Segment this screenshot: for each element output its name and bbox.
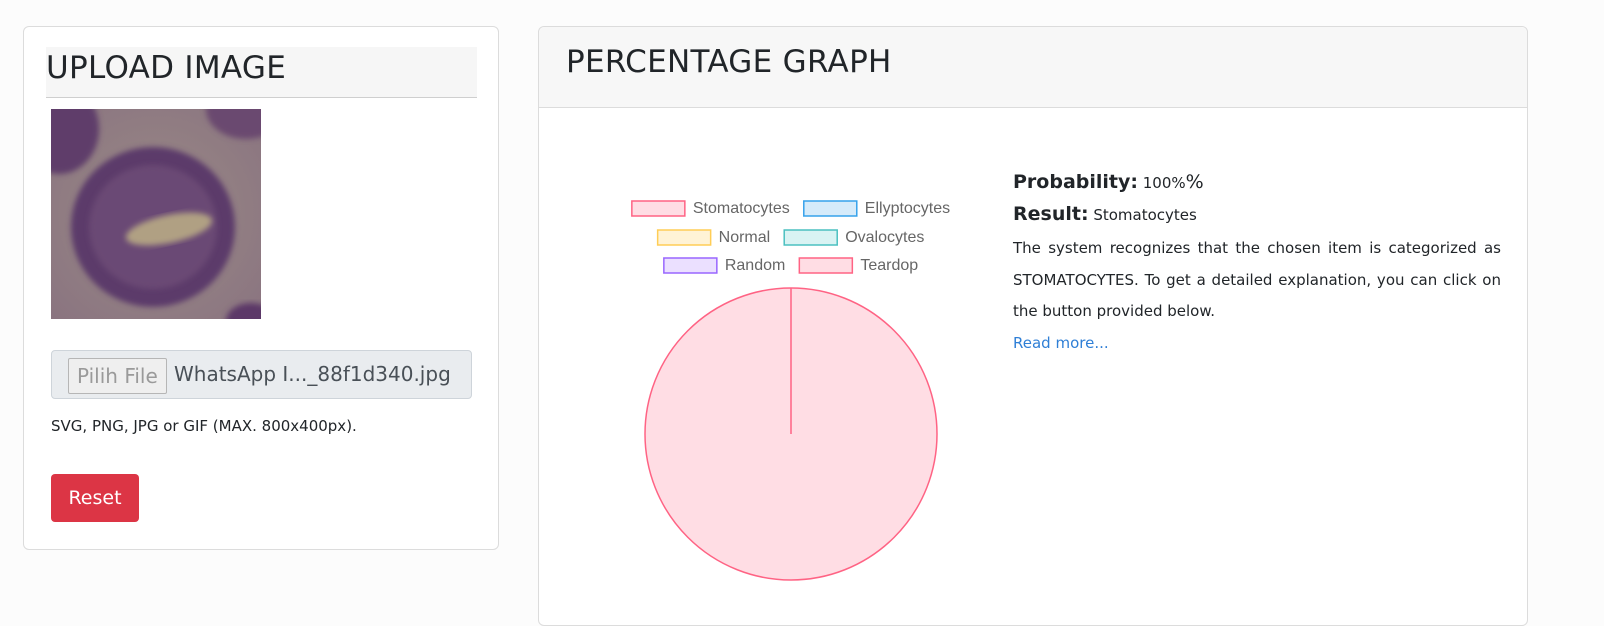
legend-swatch xyxy=(663,257,718,274)
upload-card: UPLOAD IMAGE Pilih File WhatsApp I..._88… xyxy=(23,26,499,550)
choose-file-button[interactable]: Pilih File xyxy=(68,358,167,394)
file-input[interactable]: Pilih File WhatsApp I..._88f1d340.jpg xyxy=(51,350,472,399)
legend-label: Normal xyxy=(719,229,771,246)
uploaded-image-preview xyxy=(51,109,261,319)
legend-swatch xyxy=(783,229,838,246)
result-value: Stomatocytes xyxy=(1093,206,1197,224)
cell-image xyxy=(51,109,261,319)
legend-item-ovalocytes[interactable]: Ovalocytes xyxy=(783,229,924,246)
probability-suffix: % xyxy=(1185,171,1204,193)
reset-button[interactable]: Reset xyxy=(51,474,139,522)
result-panel: Probability: 100%% Result: Stomatocytes … xyxy=(1013,167,1501,359)
legend-item-ellyptocytes[interactable]: Ellyptocytes xyxy=(803,200,950,217)
legend-item-teardop[interactable]: Teardop xyxy=(798,257,918,274)
graph-card: PERCENTAGE GRAPH Stomatocytes Ellyptocyte… xyxy=(538,26,1528,626)
legend-item-stomatocytes[interactable]: Stomatocytes xyxy=(631,200,790,217)
result-label: Result: xyxy=(1013,203,1089,225)
result-line: Result: Stomatocytes xyxy=(1013,199,1501,231)
legend-label: Ovalocytes xyxy=(845,229,924,246)
file-format-hint: SVG, PNG, JPG or GIF (MAX. 800x400px). xyxy=(51,417,357,435)
probability-label: Probability: xyxy=(1013,171,1138,193)
legend-swatch xyxy=(656,229,712,246)
probability-line: Probability: 100%% xyxy=(1013,167,1501,199)
graph-title: PERCENTAGE GRAPH xyxy=(566,44,892,80)
legend-item-normal[interactable]: Normal xyxy=(656,229,771,246)
upload-header: UPLOAD IMAGE xyxy=(46,47,477,98)
legend-label: Ellyptocytes xyxy=(865,200,950,217)
legend-swatch xyxy=(631,200,686,217)
result-description: The system recognizes that the chosen it… xyxy=(1013,239,1501,320)
legend-item-random[interactable]: Random xyxy=(663,257,785,274)
graph-header: PERCENTAGE GRAPH xyxy=(539,27,1527,108)
percentage-pie-chart: Stomatocytes Ellyptocytes Normal Ovalocytes… xyxy=(631,200,950,581)
probability-value: 100% xyxy=(1142,174,1186,192)
read-more-link[interactable]: Read more... xyxy=(1013,333,1109,352)
legend-swatch xyxy=(798,257,854,274)
legend-label: Teardop xyxy=(860,257,918,274)
legend-swatch xyxy=(803,200,858,217)
legend-label: Random xyxy=(725,257,785,274)
legend-label: Stomatocytes xyxy=(693,200,790,217)
upload-title: UPLOAD IMAGE xyxy=(46,50,287,86)
selected-file-name: WhatsApp I..._88f1d340.jpg xyxy=(174,362,451,386)
